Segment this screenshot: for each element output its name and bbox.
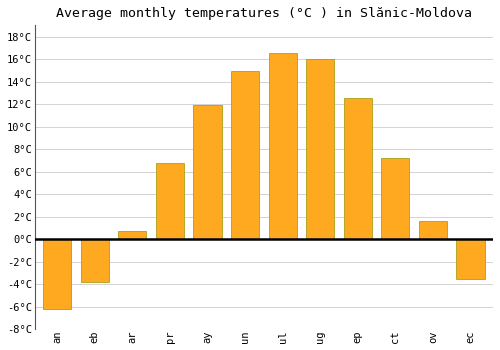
Bar [80, 239, 109, 282]
Title: Average monthly temperatures (°C ) in Slănic-Moldova: Average monthly temperatures (°C ) in Sl… [56, 7, 472, 20]
Bar [306, 59, 334, 239]
Bar [344, 98, 372, 239]
Bar [419, 221, 447, 239]
Bar [43, 239, 72, 309]
Bar [194, 105, 222, 239]
Bar [268, 54, 297, 239]
Bar [156, 163, 184, 239]
Bar [118, 231, 146, 239]
Bar [231, 71, 259, 239]
Bar [382, 158, 409, 239]
Bar [456, 239, 484, 279]
